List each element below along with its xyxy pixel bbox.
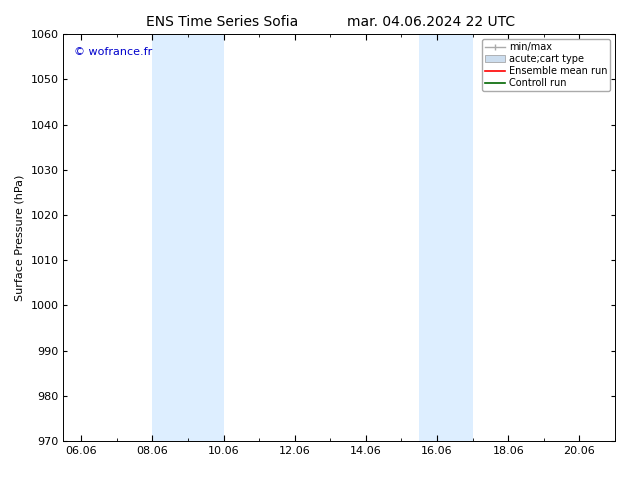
Text: © wofrance.fr: © wofrance.fr	[74, 47, 153, 56]
Bar	[419, 34, 472, 441]
Text: mar. 04.06.2024 22 UTC: mar. 04.06.2024 22 UTC	[347, 15, 515, 29]
Bar	[152, 34, 224, 441]
Text: ENS Time Series Sofia: ENS Time Series Sofia	[146, 15, 298, 29]
Y-axis label: Surface Pressure (hPa): Surface Pressure (hPa)	[15, 174, 25, 301]
Legend: min/max, acute;cart type, Ensemble mean run, Controll run: min/max, acute;cart type, Ensemble mean …	[482, 39, 610, 91]
